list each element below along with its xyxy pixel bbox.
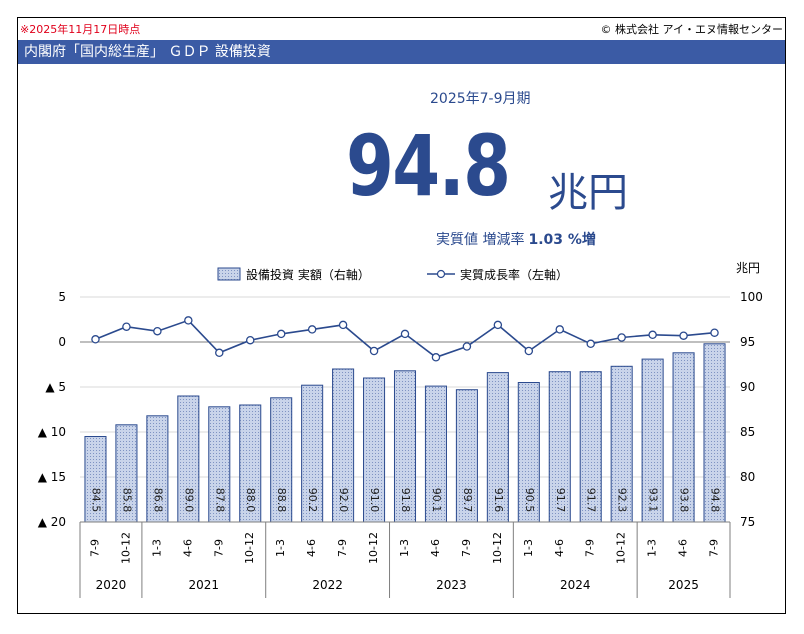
bar-value-label: 86.8 [151,488,164,513]
page-title: 内閣府「国内総生産」 ＧＤＰ 設備投資 [24,44,271,60]
x-tick-label: 10-12 [615,532,628,564]
right-tick-label: 100 [740,290,763,304]
x-tick-label: 4-6 [181,539,194,557]
bar-value-label: 88.0 [244,488,257,513]
growth-rate-point [555,325,565,334]
year-label: 2021 [189,578,220,592]
left-tick-label: ▲ 5 [45,380,66,394]
headline-period: 2025年7-9月期 [430,91,531,107]
as-of-date: ※2025年11月17日時点 [20,23,141,36]
chart-legend: 設備投資 実額（右軸） 実質成長率（左軸） [217,267,568,282]
bar-value-label: 90.2 [306,488,319,513]
right-tick-label: 95 [740,335,755,349]
copyright-notice: © 株式会社 アイ・エヌ情報センター [600,23,783,36]
x-tick-label: 1-3 [522,539,535,557]
bar-value-label: 92.3 [616,488,629,513]
growth-label: 実質値 増減率 [436,232,525,248]
growth-rate-point [431,353,441,362]
left-tick-label: ▲ 15 [38,470,66,484]
year-label: 2025 [668,578,699,592]
left-tick-label: 0 [58,335,66,349]
x-tick-label: 1-3 [150,539,163,557]
bar-value-label: 91.0 [368,488,381,513]
left-tick-label: ▲ 20 [38,515,66,529]
x-tick-label: 1-3 [398,539,411,557]
x-tick-label: 4-6 [677,539,690,557]
growth-rate-point [524,346,534,356]
right-tick-label: 75 [740,515,755,529]
right-axis-unit: 兆円 [736,261,760,275]
left-tick-label: ▲ 10 [38,425,66,439]
x-tick-label: 7-9 [460,539,473,557]
bar-value-label: 94.8 [709,488,722,513]
legend-line-marker [436,269,446,279]
x-tick-label: 7-9 [336,539,349,557]
right-tick-label: 90 [740,380,755,394]
legend-line-label: 実質成長率（左軸） [460,267,568,282]
x-tick-label: 4-6 [305,539,318,557]
bar-value-label: 93.8 [678,488,691,513]
growth-rate-point [215,348,224,358]
growth-rate-point [400,329,410,339]
growth-rate-point [276,329,286,339]
x-tick-label: 7-9 [212,539,225,557]
growth-rate-point [648,330,657,340]
x-tick-label: 4-6 [429,539,442,557]
bar-value-label: 92.0 [337,488,350,513]
year-label: 2023 [436,578,467,592]
growth-rate-point [462,342,472,351]
bar-value-label: 93.1 [647,488,660,513]
growth-rate-point [307,325,317,334]
bar-value-label: 91.8 [399,488,412,513]
growth-rate-point [153,326,162,336]
growth-rate-point [586,339,595,349]
growth-rate-point [122,322,131,331]
legend-bar-swatch [217,267,241,281]
bar-value-label: 91.6 [492,488,505,513]
x-tick-label: 4-6 [553,539,566,557]
growth-rate-point [710,328,719,337]
title-banner: 内閣府「国内総生産」 ＧＤＰ 設備投資 [18,40,785,64]
growth-rate: 実質値 増減率 1.03 %増 [436,229,596,249]
x-tick-label: 1-3 [274,539,287,557]
growth-value: 1.03 %増 [528,232,596,248]
right-tick-label: 80 [740,470,755,484]
growth-rate-point [245,335,255,345]
growth-rate-point [617,333,626,342]
year-label: 2024 [560,578,591,592]
x-tick-label: 7-9 [584,539,597,557]
bar-value-label: 87.8 [213,488,226,513]
bar-value-label: 91.7 [585,488,598,513]
bar-value-label: 90.1 [430,488,443,513]
headline-unit: 兆円 [548,170,628,216]
x-tick-label: 10-12 [243,532,256,564]
right-tick-label: 85 [740,425,755,439]
headline-value: 94.8 [346,117,511,215]
growth-rate-point [184,316,193,325]
growth-rate-point [493,320,503,330]
x-tick-label: 1-3 [646,539,659,557]
bar-value-label: 89.7 [461,488,474,513]
growth-rate-point [679,331,688,340]
x-tick-label: 10-12 [491,532,504,564]
x-tick-label: 10-12 [119,532,132,564]
year-label: 2020 [96,578,127,592]
bar-value-label: 84.5 [89,488,102,513]
x-tick-label: 7-9 [88,539,101,557]
bar-value-label: 88.8 [275,488,288,513]
growth-rate-point [369,346,379,356]
bar-value-label: 89.0 [182,488,195,513]
x-tick-label: 10-12 [367,532,380,564]
legend-bar-label: 設備投資 実額（右軸） [246,267,370,282]
bar-value-label: 91.7 [554,488,567,513]
x-tick-label: 7-9 [708,539,721,557]
year-label: 2022 [312,578,343,592]
left-tick-label: 5 [58,290,66,304]
bar-value-label: 85.8 [120,488,133,513]
bar-value-label: 90.5 [523,488,536,513]
growth-rate-point [338,320,348,330]
growth-rate-point [91,335,100,344]
